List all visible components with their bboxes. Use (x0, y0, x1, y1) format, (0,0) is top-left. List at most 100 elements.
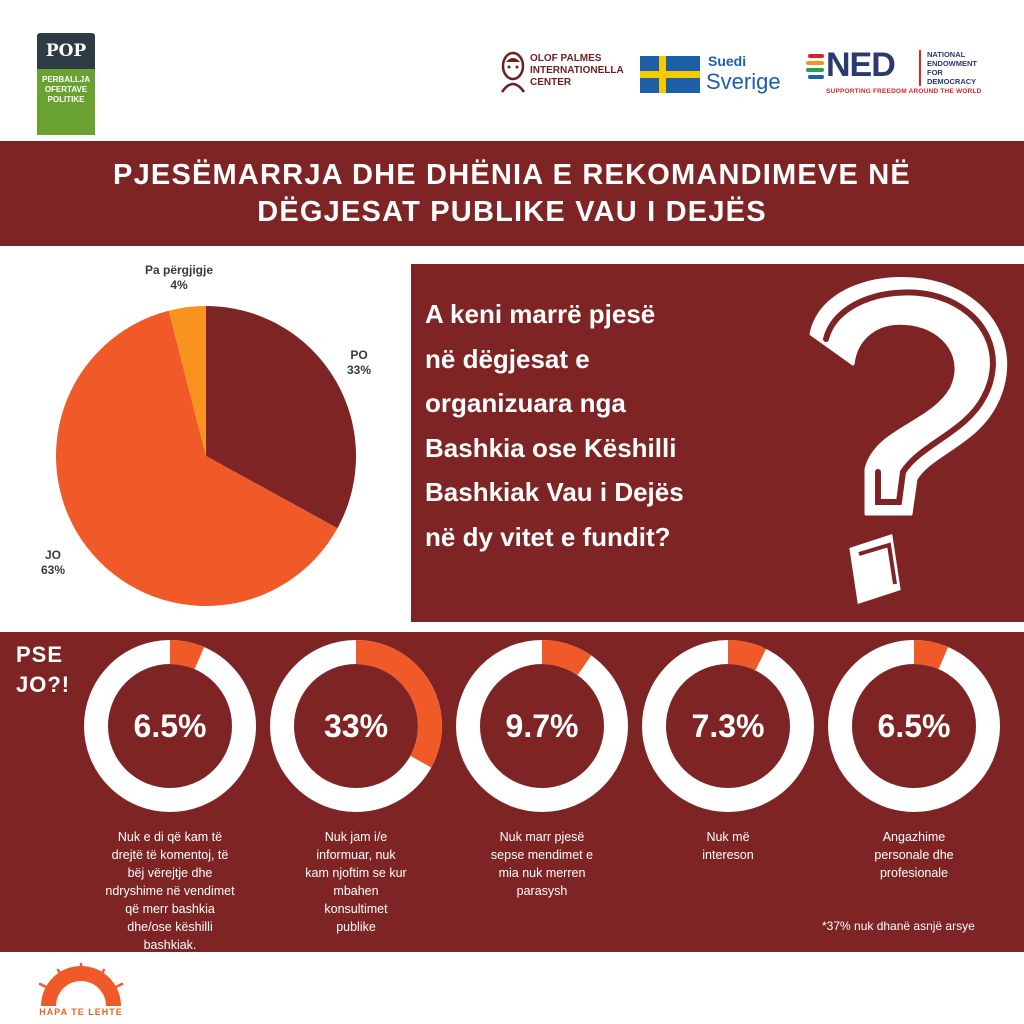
donut-ring (642, 640, 814, 812)
donut-caption: Nuk jam i/e informuar, nuk kam njoftim se … (268, 828, 444, 936)
question-box: A keni marrë pjesë në dëgjesat e organiz… (411, 264, 1024, 622)
donut-caption-line: dhe/ose këshilli (127, 920, 213, 934)
footnote: *37% nuk dhanë asnjë arsye (822, 919, 975, 933)
donut-caption-line: profesionale (879, 866, 949, 880)
pie-label-value: 33% (346, 363, 372, 377)
why-not-line: PSE (16, 642, 64, 667)
ned-divider (919, 50, 921, 86)
donut-caption-line: publike (336, 920, 376, 934)
donut-value-label: 33% (323, 708, 389, 744)
donut-caption-line: informuar, nuk (316, 848, 396, 862)
donut-caption-line: mbahen (333, 884, 379, 898)
pop-logo-line: POLITIKE (47, 95, 85, 104)
donut-caption-line: personale dhe (874, 848, 954, 862)
ned-line: ENDOWMENT (927, 59, 977, 68)
donut-value-arc (456, 640, 628, 812)
sweden-logo: Suedi Sverige (640, 53, 790, 95)
question-line: Bashkia ose Këshilli (425, 432, 677, 463)
donut-caption-line: Nuk më (706, 830, 750, 844)
reason-donut: 6.5% (82, 638, 258, 814)
ned-tagline: SUPPORTING FREEDOM AROUND THE WORLD (826, 88, 982, 95)
sweden-logo-line1: Suedi (708, 53, 747, 69)
sunrise-logo: HAPA TE LEHTE (18, 960, 144, 1020)
donut-value-arc (828, 640, 1000, 812)
reasons-band: PSE JO?! 6.5% Nuk e di që kam të drejtë të… (0, 632, 1024, 952)
pie-label-name: PO (350, 348, 368, 362)
donut-caption-line: mia nuk merren (498, 866, 586, 880)
ned-line: NATIONAL (927, 50, 966, 59)
donut-value-arc (642, 640, 814, 812)
donut-caption-line: sepse mendimet e (490, 848, 594, 862)
sunrise-icon (38, 962, 124, 1006)
ned-mark: NED (826, 46, 896, 84)
ned-full-name: NATIONAL ENDOWMENT FOR DEMOCRACY (927, 50, 977, 86)
page-title: PJESËMARRJA DHE DHËNIA E REKOMANDIMEVE N… (0, 157, 1024, 231)
pie-label-yes: PO 33% (336, 348, 382, 378)
question-line: A keni marrë pjesë (425, 299, 656, 329)
olof-palme-center-logo: OLOF PALMES INTERNATIONELLA CENTER (498, 50, 628, 94)
participation-pie-chart (56, 306, 357, 606)
pie-label-name: JO (44, 548, 61, 562)
question-line: organizuara nga (425, 388, 626, 418)
donut-ring (270, 640, 442, 812)
pop-logo-line: PERBALLJA (41, 75, 90, 84)
donut-value-label: 7.3% (691, 708, 765, 744)
donut-caption: Nuk e di që kam të drejtë të komentoj, të… (82, 828, 258, 954)
donut-caption-line: parasysh (516, 884, 568, 898)
donut-caption-line: konsultimet (324, 902, 388, 916)
donut-caption-line: Nuk jam i/e (324, 830, 388, 844)
pie-label-value: 4% (170, 278, 188, 292)
pie-label-name: Pa përgjigje (144, 263, 214, 277)
pie-slice-no-answer (168, 306, 206, 456)
palme-portrait-icon (500, 51, 526, 93)
donut-caption: Angazhime personale dhe profesionale (826, 828, 1002, 882)
pop-logo-line: OFERTAVE (44, 85, 88, 94)
ned-logo: NED NATIONAL ENDOWMENT FOR DEMOCRACY SUP… (806, 46, 996, 100)
title-line-2: DËGJESAT PUBLIKE VAU I DEJËS (257, 196, 767, 228)
sweden-logo-line2: Sverige (706, 69, 781, 94)
title-band: PJESËMARRJA DHE DHËNIA E REKOMANDIMEVE N… (0, 141, 1024, 246)
donut-ring (456, 640, 628, 812)
pie-label-value: 63% (40, 563, 66, 577)
why-not-heading: PSE JO?! (16, 640, 70, 700)
donut-caption-line: bashkiak. (143, 938, 197, 952)
title-line-1: PJESËMARRJA DHE DHËNIA E REKOMANDIMEVE N… (113, 159, 911, 191)
reason-donut: 33% (268, 638, 444, 814)
why-not-line: JO?! (16, 672, 71, 697)
reason-donut: 7.3% (640, 638, 816, 814)
pop-logo: POP PERBALLJA OFERTAVE POLITIKE (37, 33, 95, 135)
palme-logo-text: OLOF PALMES INTERNATIONELLA CENTER (530, 53, 624, 89)
donut-caption-line: drejtë të komentoj, të (111, 848, 229, 862)
reason-donut: 9.7% (454, 638, 630, 814)
donut-caption-line: kam njoftim se kur (305, 866, 407, 880)
palme-line: INTERNATIONELLA (530, 65, 624, 76)
ned-line: DEMOCRACY (927, 77, 977, 86)
pop-logo-mark: POP (37, 33, 95, 69)
pie-label-no: JO 63% (30, 548, 76, 578)
donut-value-arc (270, 640, 442, 812)
donut-caption-line: ndryshime në vendimet (105, 884, 235, 898)
reason-donut: 6.5% (826, 638, 1002, 814)
question-line: Bashkiak Vau i Dejës (425, 477, 684, 507)
donut-caption-line: Angazhime (882, 830, 946, 844)
donut-caption-line: Nuk marr pjesë (499, 830, 585, 844)
pop-logo-text: PERBALLJA OFERTAVE POLITIKE (37, 69, 95, 135)
donut-caption-line: që merr bashkia (125, 902, 215, 916)
question-line: në dëgjesat e (425, 343, 590, 374)
donut-ring (84, 640, 256, 812)
donut-caption-line: intereson (702, 848, 754, 862)
donut-ring (828, 640, 1000, 812)
pie-slice-yes (206, 306, 357, 529)
ned-stripes-icon (806, 54, 824, 79)
donut-caption-line: Nuk e di që kam të (117, 830, 223, 844)
pie-label-no-answer: Pa përgjigje 4% (124, 263, 234, 293)
donut-value-label: 6.5% (877, 708, 951, 744)
donut-caption: Nuk më intereson (640, 828, 816, 864)
question-mark-icon (809, 277, 1008, 604)
question-text: A keni marrë pjesë në dëgjesat e organiz… (425, 292, 795, 559)
pie-slice-no (56, 310, 338, 606)
palme-line: CENTER (530, 77, 572, 88)
question-line: në dy vitet e fundit? (425, 521, 671, 552)
donut-value-arc (84, 640, 256, 812)
donut-caption-line: bëj vërejtje dhe (127, 866, 213, 880)
